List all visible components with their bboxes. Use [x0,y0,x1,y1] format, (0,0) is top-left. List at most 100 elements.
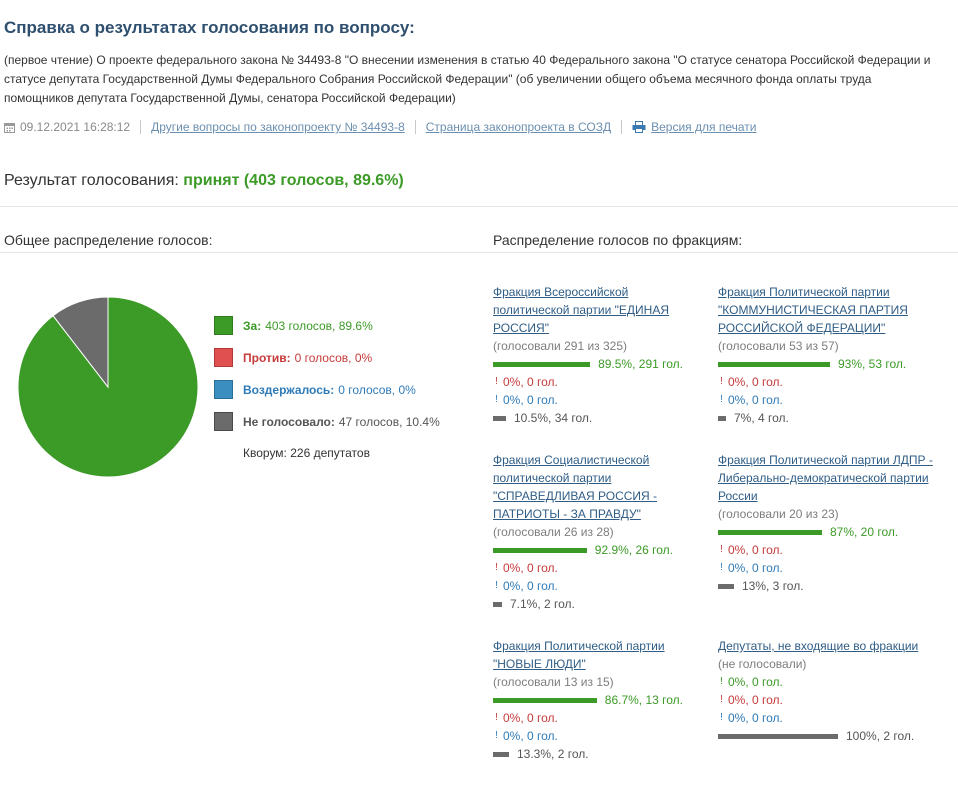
legend-swatch-against [214,348,233,367]
zero-bar-marker: ! [720,376,723,387]
faction-bar-for: ! 0%, 0 гол. [718,673,943,691]
bar-value: 87%, 20 гол. [830,525,899,539]
bar-value: 100%, 2 гол. [846,729,915,743]
faction-bar-against: ! 0%, 0 гол. [718,373,918,391]
zero-bar-marker: ! [720,676,723,687]
legend-for: За: 403 голосов, 89.6% [214,316,373,335]
faction-block: Фракция Всероссийской политической парти… [493,283,683,427]
bar-fill [493,547,587,553]
bar-value: 10.5%, 34 гол. [514,411,593,425]
legend-swatch-abstain [214,380,233,399]
faction-bar-against: ! 0%, 0 гол. [718,691,943,709]
bar-value: 7.1%, 2 гол. [510,597,575,611]
bar-value: 0%, 0 гол. [503,561,558,575]
legend-value: 0 голосов, 0% [294,350,373,365]
faction-bar-abstain: ! 0%, 0 гол. [718,391,918,409]
zero-bar-marker: ! [495,712,498,723]
bar-fill [493,601,502,607]
bar-value: 0%, 0 гол. [503,711,558,725]
zero-bar-marker: ! [495,394,498,405]
zero-bar-marker: ! [720,544,723,555]
faction-bar-absent: 13.3%, 2 гол. [493,745,683,763]
faction-bar-absent: 10.5%, 34 гол. [493,409,683,427]
vote-datetime: 09.12.2021 16:28:12 [20,120,131,134]
pie-chart [17,296,199,478]
bar-value: 89.5%, 291 гол. [598,357,683,371]
vote-result: Результат голосования: принят (403 голос… [4,172,404,190]
legend-label: Не голосовало: [243,414,335,429]
bar-fill [493,415,506,421]
bar-value: 13.3%, 2 гол. [517,747,589,761]
bill-page-link[interactable]: Страница законопроекта в СОЗД [425,120,612,134]
faction-link[interactable]: Фракция Политической партии ЛДПР - Либер… [718,453,933,503]
bar-value: 86.7%, 13 гол. [604,693,683,707]
pie-slice-absent [52,296,109,389]
legend-swatch-for [214,316,233,335]
faction-bar-for: 92.9%, 26 гол. [493,541,673,559]
other-questions-link[interactable]: Другие вопросы по законопроекту № 34493-… [151,120,405,134]
faction-bar-against: ! 0%, 0 гол. [718,541,943,559]
faction-bar-abstain: ! 0%, 0 гол. [493,391,683,409]
bar-value: 93%, 53 гол. [838,357,907,371]
bar-value: 0%, 0 гол. [728,561,783,575]
calendar-icon [4,122,15,133]
faction-bar-abstain: ! 0%, 0 гол. [493,577,673,595]
legend-swatch-absent [214,412,233,431]
faction-voted: (голосовали 291 из 325) [493,339,628,353]
legend-value: 403 голосов, 89.6% [265,318,373,333]
bar-value: 0%, 0 гол. [503,579,558,593]
faction-bar-for: 87%, 20 гол. [718,523,943,541]
zero-bar-marker: ! [720,694,723,705]
separator [414,120,416,134]
faction-bar-abstain: ! 0%, 0 гол. [718,709,943,727]
printer-icon[interactable] [632,121,646,133]
faction-voted: (голосовали 20 из 23) [718,507,839,521]
bar-value: 0%, 0 гол. [728,375,783,389]
legend-value: 47 голосов, 10.4% [338,414,440,429]
divider [0,206,958,207]
separator [621,120,623,134]
meta-bar: 09.12.2021 16:28:12 Другие вопросы по за… [4,120,756,134]
zero-bar-marker: ! [720,562,723,573]
overall-section-title: Общее распределение голосов: [4,232,213,248]
faction-link[interactable]: Депутаты, не входящие во фракции [718,639,919,653]
legend-against: Против: 0 голосов, 0% [214,348,372,367]
legend-abstain: Воздержалось: 0 голосов, 0% [214,380,416,399]
faction-bar-abstain: ! 0%, 0 гол. [718,559,943,577]
faction-bar-absent: 13%, 3 гол. [718,577,943,595]
faction-block: Фракция Политической партии "КОММУНИСТИЧ… [718,283,918,427]
legend-value: 0 голосов, 0% [338,382,416,397]
faction-bar-against: ! 0%, 0 гол. [493,709,683,727]
faction-block: Фракция Политической партии "НОВЫЕ ЛЮДИ"… [493,637,683,763]
bar-value: 7%, 4 гол. [734,411,789,425]
print-version-link[interactable]: Версия для печати [651,120,757,134]
bar-fill [718,529,822,535]
bar-value: 13%, 3 гол. [742,579,804,593]
quorum-text: Кворум: 226 депутатов [243,446,370,460]
zero-bar-marker: ! [720,394,723,405]
faction-bar-for: 86.7%, 13 гол. [493,691,683,709]
bar-fill [718,361,830,367]
zero-bar-marker: ! [720,712,723,723]
faction-section-title: Распределение голосов по фракциям: [493,232,743,248]
faction-link[interactable]: Фракция Политической партии "НОВЫЕ ЛЮДИ" [493,639,665,671]
bar-value: 0%, 0 гол. [728,693,783,707]
faction-bar-against: ! 0%, 0 гол. [493,559,673,577]
bar-fill [493,751,509,757]
faction-link[interactable]: Фракция Политической партии "КОММУНИСТИЧ… [718,285,908,335]
bar-value: 0%, 0 гол. [728,711,783,725]
faction-link[interactable]: Фракция Социалистической политической па… [493,453,658,521]
bar-value: 0%, 0 гол. [728,675,783,689]
bar-value: 0%, 0 гол. [503,375,558,389]
faction-bar-for: 89.5%, 291 гол. [493,355,683,373]
bar-value: 92.9%, 26 гол. [594,543,673,557]
separator [140,120,142,134]
bar-value: 0%, 0 гол. [728,543,783,557]
faction-bar-absent: 7.1%, 2 гол. [493,595,673,613]
faction-voted: (не голосовали) [718,657,807,671]
zero-bar-marker: ! [495,580,498,591]
faction-bar-for: 93%, 53 гол. [718,355,918,373]
zero-bar-marker: ! [495,562,498,573]
faction-bar-absent: 100%, 2 гол. [718,727,943,745]
faction-link[interactable]: Фракция Всероссийской политической парти… [493,285,670,335]
